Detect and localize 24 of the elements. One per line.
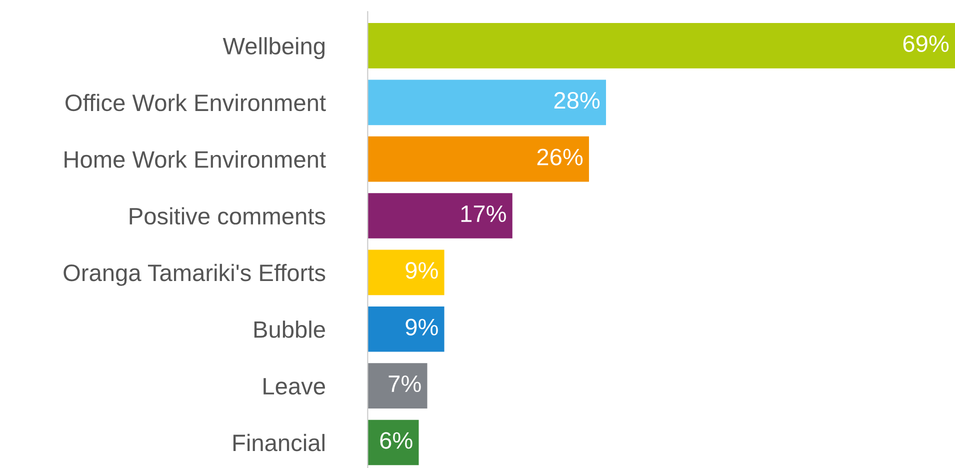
data-label: 6%	[380, 432, 412, 449]
data-label: 9%	[406, 318, 438, 336]
y-tick-label: Home Work Environment	[64, 150, 326, 168]
bar	[368, 363, 428, 408]
bar	[368, 136, 589, 182]
y-tick-label: Financial	[233, 434, 324, 452]
data-label: 7%	[388, 376, 421, 392]
y-tick-label: Oranga Tamariki's Efforts	[64, 264, 326, 286]
data-label: 28%	[554, 92, 600, 109]
y-tick-label: Positive comments	[130, 207, 326, 225]
bar	[368, 23, 955, 68]
data-label: 17%	[461, 205, 506, 222]
y-tick-label: Office Work Environment	[66, 94, 326, 112]
y-tick-label: Wellbeing	[222, 37, 324, 60]
bar	[368, 420, 419, 466]
bar	[368, 193, 512, 238]
data-label: 69%	[903, 35, 949, 52]
bar	[368, 80, 606, 126]
data-label: 26%	[537, 148, 583, 166]
y-tick-label: Leave	[264, 378, 325, 395]
y-tick-label: Bubble	[254, 320, 325, 338]
data-label: 9%	[406, 262, 438, 279]
bar	[368, 250, 444, 296]
bar	[368, 306, 444, 352]
